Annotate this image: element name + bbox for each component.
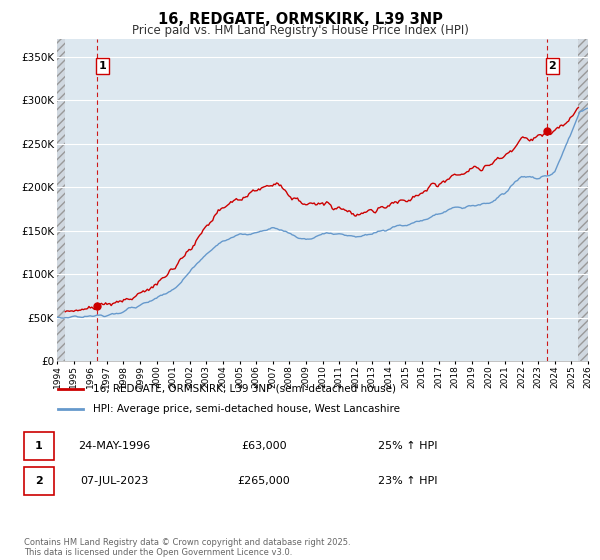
FancyBboxPatch shape <box>24 468 54 495</box>
Text: £63,000: £63,000 <box>241 441 287 451</box>
Text: 1: 1 <box>35 441 43 451</box>
Text: 23% ↑ HPI: 23% ↑ HPI <box>378 476 438 486</box>
Text: 2: 2 <box>35 476 43 486</box>
Text: £265,000: £265,000 <box>238 476 290 486</box>
Text: 25% ↑ HPI: 25% ↑ HPI <box>378 441 438 451</box>
Bar <box>578 39 588 361</box>
Text: 16, REDGATE, ORMSKIRK, L39 3NP (semi-detached house): 16, REDGATE, ORMSKIRK, L39 3NP (semi-det… <box>94 384 397 394</box>
Text: 07-JUL-2023: 07-JUL-2023 <box>80 476 148 486</box>
Text: Price paid vs. HM Land Registry's House Price Index (HPI): Price paid vs. HM Land Registry's House … <box>131 24 469 36</box>
Text: 1: 1 <box>98 61 106 71</box>
Text: 2: 2 <box>548 61 556 71</box>
Text: Contains HM Land Registry data © Crown copyright and database right 2025.
This d: Contains HM Land Registry data © Crown c… <box>24 538 350 557</box>
Bar <box>57 39 65 361</box>
FancyBboxPatch shape <box>24 432 54 460</box>
Text: HPI: Average price, semi-detached house, West Lancashire: HPI: Average price, semi-detached house,… <box>94 404 400 414</box>
Text: 16, REDGATE, ORMSKIRK, L39 3NP: 16, REDGATE, ORMSKIRK, L39 3NP <box>158 12 442 27</box>
Text: 24-MAY-1996: 24-MAY-1996 <box>78 441 150 451</box>
